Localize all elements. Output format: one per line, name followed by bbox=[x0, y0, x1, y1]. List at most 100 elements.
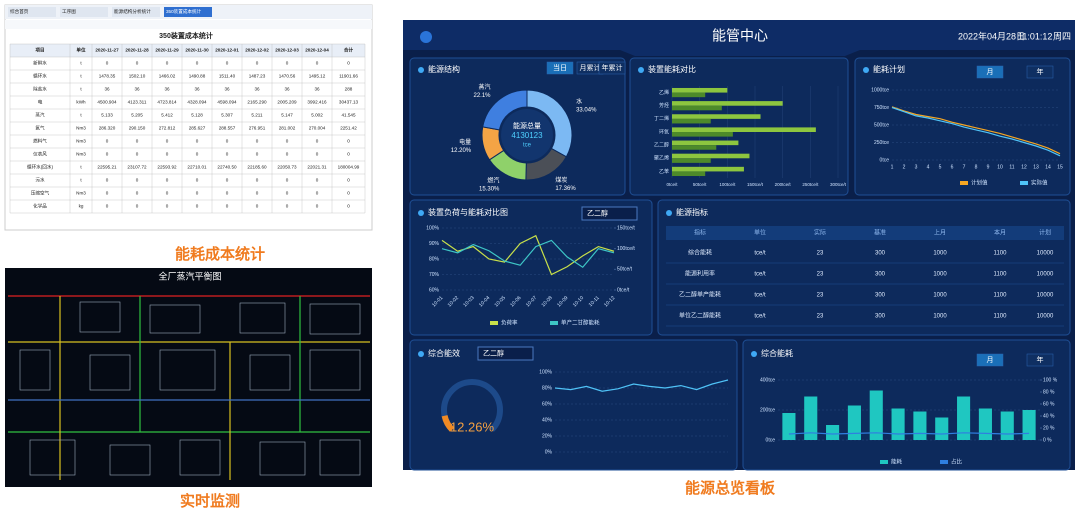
schematic-title: 全厂蒸汽平衡图 bbox=[158, 270, 221, 281]
y-tick-label: 250tce bbox=[874, 140, 889, 146]
sheet-tab-label: 工序图 bbox=[62, 8, 76, 15]
table-header: 实际 bbox=[814, 229, 826, 237]
sheet-column: 单位 bbox=[76, 47, 86, 54]
tab-label: 年 bbox=[1037, 355, 1044, 364]
gauge-value bbox=[441, 414, 455, 432]
y-tick-label: 400tce bbox=[760, 377, 775, 383]
sheet-cell: 新鲜水 bbox=[33, 60, 47, 67]
sheet-cell: 180004.99 bbox=[338, 165, 360, 170]
sheet-cell: 272.812 bbox=[159, 126, 176, 131]
sheet-header-bg bbox=[10, 44, 365, 57]
x-tick-label: 11 bbox=[1009, 164, 1014, 170]
table-cell: 综合能耗 bbox=[688, 249, 712, 257]
bar bbox=[672, 105, 722, 111]
slice-label: 12.20% bbox=[451, 148, 472, 154]
sheet-cell: 0 bbox=[166, 61, 169, 66]
y-tick-label: 90% bbox=[429, 241, 440, 247]
sheet-cell: t bbox=[80, 74, 82, 79]
sheet-cell: 2005.209 bbox=[277, 100, 297, 105]
table-cell: 23 bbox=[817, 314, 824, 320]
sheet-cell: 281.002 bbox=[279, 126, 296, 131]
table-header-bg bbox=[666, 226, 1064, 240]
tab[interactable] bbox=[598, 61, 626, 75]
sheet-cell: 0 bbox=[316, 61, 319, 66]
sheet-cell: 0 bbox=[347, 204, 350, 209]
schematic-bg bbox=[5, 268, 372, 487]
sheet-cell: Nm3 bbox=[76, 152, 86, 157]
sheet-cell: t bbox=[80, 61, 82, 66]
sheet-cell: 0 bbox=[136, 61, 139, 66]
tab[interactable] bbox=[976, 65, 1004, 79]
y-tick-label: 750tce bbox=[874, 105, 889, 111]
panel-title: 综合能耗 bbox=[761, 348, 793, 358]
sheet-cell: 30437.13 bbox=[339, 100, 359, 105]
table-header: 基准 bbox=[874, 229, 886, 237]
sheet-cell: 1502.10 bbox=[129, 74, 146, 79]
header-bar bbox=[403, 20, 1075, 56]
dropdown-label: 乙二醇 bbox=[483, 348, 504, 357]
sheet-cell: 22595.21 bbox=[97, 165, 117, 170]
sheet-cell: 23107.72 bbox=[127, 165, 147, 170]
panel-title: 综合能效 bbox=[428, 348, 460, 358]
sheet-cell: 0 bbox=[286, 139, 289, 144]
dropdown[interactable] bbox=[477, 346, 534, 361]
bar bbox=[672, 92, 706, 98]
sheet-cell: 22710.01 bbox=[187, 165, 207, 170]
y-tick-label: 200tce bbox=[760, 407, 775, 413]
caption: 实时监测 bbox=[180, 492, 240, 510]
sheet-cell: 0 bbox=[256, 139, 259, 144]
sheet-cell: 3992.416 bbox=[307, 100, 327, 105]
sheet-cell: 0 bbox=[226, 152, 229, 157]
x-tick-label: 50tce/t bbox=[693, 182, 707, 187]
sheet-cell: 11901.66 bbox=[339, 74, 358, 79]
tab[interactable] bbox=[976, 353, 1004, 367]
pipes bbox=[8, 295, 370, 480]
dropdown[interactable] bbox=[581, 206, 638, 221]
bar bbox=[935, 417, 949, 440]
tab[interactable] bbox=[1026, 353, 1054, 367]
tab[interactable] bbox=[546, 61, 574, 75]
table-cell: 10000 bbox=[1037, 272, 1054, 278]
tab-label: 年累计 bbox=[602, 63, 623, 72]
y-tick-label: 0tce bbox=[766, 437, 776, 443]
y-tick-label: 100tce/t bbox=[617, 246, 635, 252]
y-tick-label: 20 % bbox=[1043, 425, 1055, 431]
tab[interactable] bbox=[1026, 65, 1054, 79]
y-tick-label: 60% bbox=[542, 401, 553, 407]
sheet-cell: 22593.92 bbox=[157, 165, 177, 170]
panel-title: 能源结构 bbox=[428, 64, 460, 74]
sheet-cell: 0 bbox=[286, 61, 289, 66]
sheet-cell: 1487.23 bbox=[249, 74, 266, 79]
sheet-cell: 0 bbox=[256, 61, 259, 66]
sheet-cell: 0 bbox=[106, 152, 109, 157]
bar bbox=[957, 396, 971, 440]
sheet-cell: kWh bbox=[76, 100, 86, 105]
line-series bbox=[788, 432, 1030, 435]
y-tick-label: 100 % bbox=[1043, 377, 1058, 383]
sheet-cell: 0 bbox=[106, 191, 109, 196]
table-cell: 23 bbox=[817, 293, 824, 299]
y-tick-label: 40 % bbox=[1043, 413, 1055, 419]
y-tick-label: 60% bbox=[429, 287, 440, 293]
sheet-title: 350装置成本统计 bbox=[159, 31, 213, 40]
sheet-cell: 1490.88 bbox=[189, 74, 206, 79]
y-tick-label: 500tce bbox=[874, 122, 889, 128]
sheet-cell: 0 bbox=[136, 191, 139, 196]
y-tick-label: 100% bbox=[426, 225, 439, 231]
sheet-cell: 循环水(回水) bbox=[27, 164, 53, 171]
sheet-cell: 286.320 bbox=[99, 126, 116, 131]
sheet-cell: 2251.42 bbox=[340, 126, 357, 131]
x-tick-label: 5 bbox=[939, 164, 942, 170]
legend-swatch bbox=[550, 321, 558, 325]
table-cell: 能源利用率 bbox=[685, 270, 715, 278]
sheet-cell: 0 bbox=[286, 204, 289, 209]
table-cell: 300 bbox=[875, 272, 886, 278]
x-tick-label: 250tce/t bbox=[802, 182, 819, 187]
sheet-cell: 0 bbox=[106, 204, 109, 209]
y-tick-label: 聚乙烯 bbox=[654, 155, 669, 162]
sheet-cell: 4598.094 bbox=[217, 100, 237, 105]
tab-label: 当日 bbox=[553, 63, 567, 72]
table-cell: tce/t bbox=[754, 272, 766, 278]
slice-label: 15.30% bbox=[479, 186, 500, 192]
sheet-cell: 288 bbox=[345, 87, 353, 92]
